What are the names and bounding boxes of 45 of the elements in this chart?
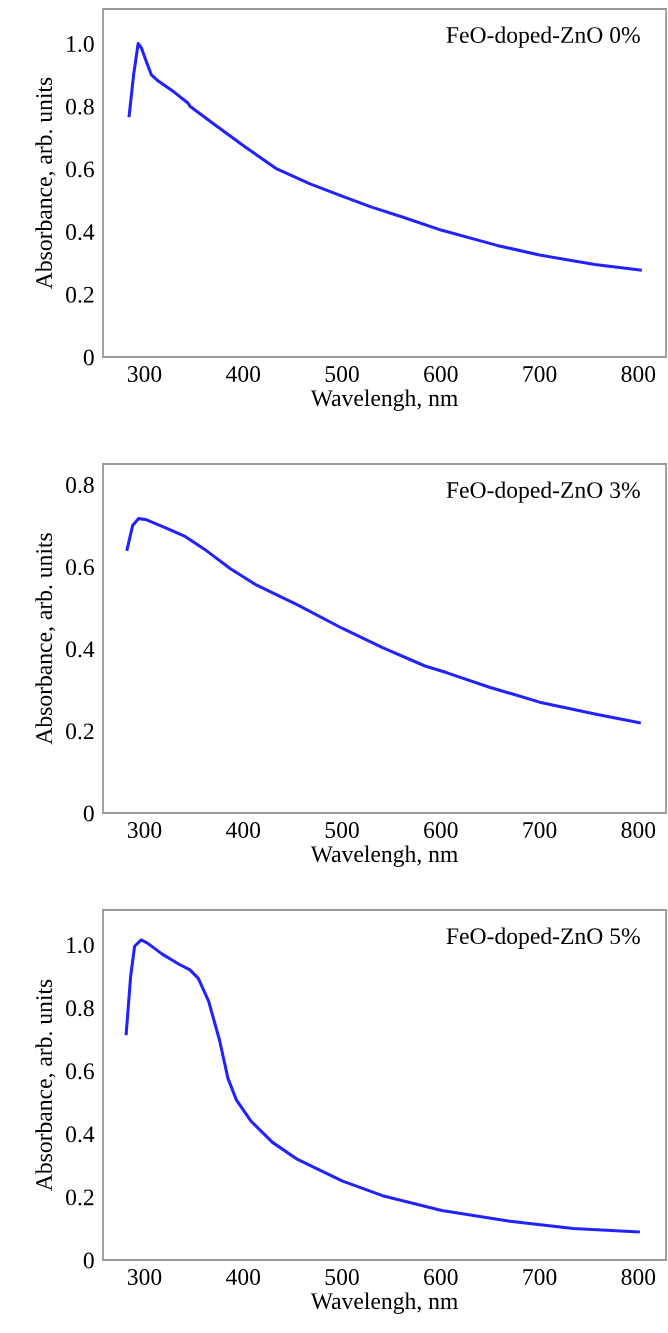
x-tick-label: 800 bbox=[621, 822, 656, 838]
y-tick-label: 0.6 bbox=[66, 1063, 94, 1080]
x-tick-label: 800 bbox=[621, 1269, 656, 1285]
y-tick-label: 0.6 bbox=[66, 161, 94, 178]
x-tick-label: 700 bbox=[523, 366, 557, 382]
y-tick-label: 0 bbox=[83, 805, 94, 822]
x-axis-title: Wavelengh, nm bbox=[310, 845, 458, 867]
y-tick-label: 0.8 bbox=[66, 1000, 94, 1017]
x-tick-label: 300 bbox=[127, 366, 162, 382]
y-tick-label: 0.2 bbox=[66, 1189, 94, 1206]
y-tick-label: 0.8 bbox=[66, 477, 94, 494]
x-tick-label: 800 bbox=[621, 366, 656, 382]
x-tick-label: 700 bbox=[523, 1269, 557, 1285]
y-tick-label: 0.2 bbox=[66, 286, 94, 303]
y-axis-title: Absorbance, arb. units bbox=[35, 979, 56, 1191]
x-tick-label: 400 bbox=[226, 366, 261, 382]
annotation: FeO-doped-ZnO 0% bbox=[446, 26, 640, 48]
x-tick-label: 600 bbox=[424, 822, 458, 838]
y-tick-label: 0 bbox=[83, 1252, 94, 1269]
y-axis-title: Absorbance, arb. units bbox=[35, 77, 56, 289]
y-axis-title: Absorbance, arb. units bbox=[35, 533, 56, 745]
x-tick-label: 600 bbox=[424, 1269, 458, 1285]
annotation: FeO-doped-ZnO 3% bbox=[446, 481, 640, 503]
y-tick-label: 0.8 bbox=[66, 98, 94, 115]
y-tick-label: 0.4 bbox=[66, 1126, 95, 1143]
x-tick-label: 400 bbox=[226, 1269, 261, 1285]
x-tick-label: 500 bbox=[325, 1269, 359, 1285]
x-tick-label: 300 bbox=[127, 1269, 162, 1285]
y-tick-label: 0.2 bbox=[66, 723, 94, 740]
x-tick-label: 500 bbox=[325, 822, 359, 838]
x-tick-label: 700 bbox=[523, 822, 557, 838]
y-tick-label: 1.0 bbox=[67, 35, 94, 53]
x-axis-title: Wavelengh, nm bbox=[310, 1292, 458, 1314]
y-tick-label: 0.6 bbox=[66, 559, 94, 576]
line-series bbox=[125, 517, 641, 725]
x-tick-label: 300 bbox=[127, 822, 162, 838]
y-tick-label: 1.0 bbox=[67, 937, 94, 954]
y-tick-label: 0.4 bbox=[66, 641, 95, 658]
x-tick-label: 500 bbox=[325, 366, 359, 382]
y-tick-label: 0.4 bbox=[66, 224, 95, 241]
annotation: FeO-doped-ZnO 5% bbox=[446, 927, 640, 949]
x-tick-label: 600 bbox=[424, 366, 458, 382]
y-tick-label: 0 bbox=[83, 349, 94, 366]
x-axis-title: Wavelengh, nm bbox=[310, 389, 458, 411]
x-tick-label: 400 bbox=[226, 822, 261, 838]
